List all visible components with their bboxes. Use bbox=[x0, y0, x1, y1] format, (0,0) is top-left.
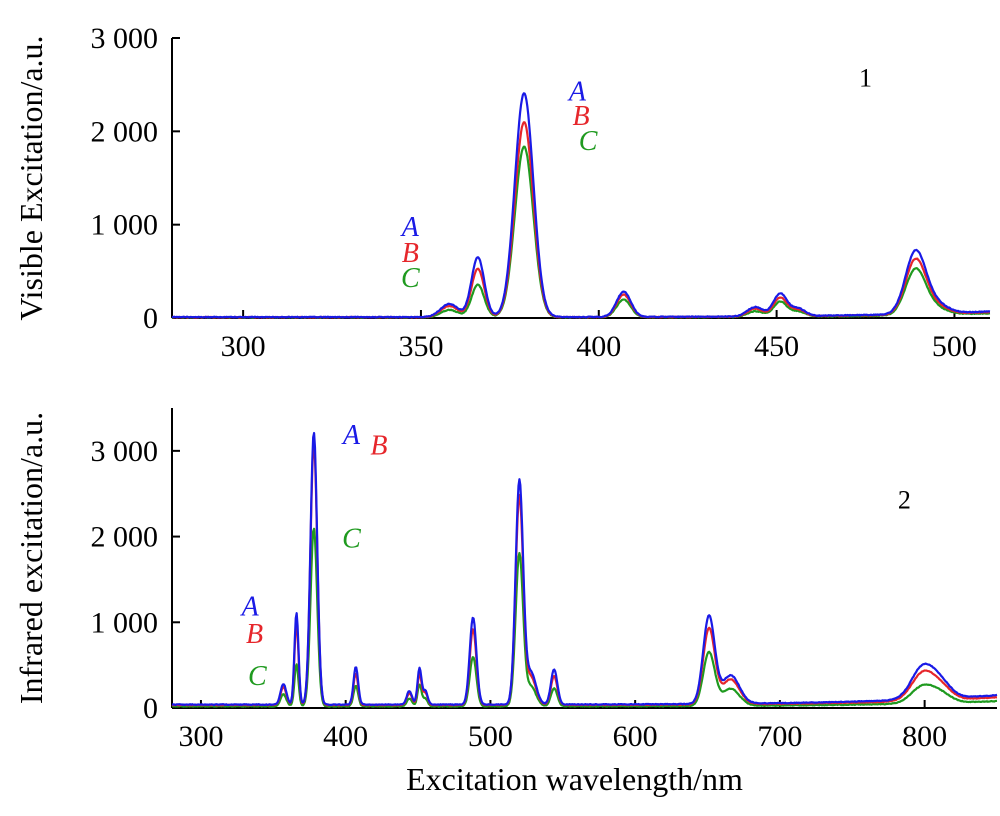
x-axis-title: Excitation wavelength/nm bbox=[406, 761, 743, 797]
x-tick-label: 800 bbox=[902, 720, 947, 753]
series-label-a: A bbox=[341, 420, 361, 451]
series-label-a: A bbox=[400, 212, 420, 243]
x-tick-label: 400 bbox=[576, 330, 621, 363]
panel-infrared-excitation: 0 1 000 2 000 3 000 300 400 500 600 700 800 Infrar… bbox=[13, 408, 998, 797]
series-label-b: B bbox=[370, 430, 387, 461]
y-axis-title: Visible Excitation/a.u. bbox=[13, 35, 49, 320]
x-tick-label: 450 bbox=[754, 330, 799, 363]
series-label-a: A bbox=[240, 591, 260, 622]
panel-visible-excitation: 0 1 000 2 000 3 000 300 350 400 450 500 Visible E… bbox=[13, 22, 991, 363]
y-tick-label: 2 000 bbox=[91, 521, 159, 554]
y-tick-label: 2 000 bbox=[91, 115, 159, 148]
series-label-c: C bbox=[401, 263, 420, 294]
series-label-b: B bbox=[402, 238, 419, 269]
series-label-c: C bbox=[248, 661, 267, 692]
x-tick-label: 700 bbox=[757, 720, 802, 753]
series-line-c bbox=[171, 145, 991, 319]
panel-number-label: 2 bbox=[898, 485, 911, 514]
y-tick-label: 3 000 bbox=[91, 22, 159, 55]
x-tick-label: 300 bbox=[178, 720, 223, 753]
series-label-b: B bbox=[572, 101, 589, 132]
y-tick-label: 1 000 bbox=[91, 606, 159, 639]
y-tick-label: 0 bbox=[143, 692, 158, 725]
series-label-b: B bbox=[246, 619, 263, 650]
x-tick-label: 350 bbox=[398, 330, 443, 363]
x-tick-label: 500 bbox=[468, 720, 513, 753]
y-tick-label: 3 000 bbox=[91, 435, 159, 468]
panel-number-label: 1 bbox=[859, 64, 872, 93]
x-tick-label: 500 bbox=[932, 330, 977, 363]
x-tick-label: 300 bbox=[221, 330, 266, 363]
x-tick-label: 600 bbox=[613, 720, 658, 753]
series-label-c: C bbox=[342, 524, 361, 555]
y-axis-title: Infrared excitation/a.u. bbox=[13, 412, 49, 704]
series-line-a bbox=[171, 92, 991, 319]
series-line-a bbox=[171, 431, 998, 707]
x-tick-label: 400 bbox=[323, 720, 368, 753]
y-tick-label: 1 000 bbox=[91, 209, 159, 242]
series-label-a: A bbox=[567, 77, 587, 108]
y-tick-label: 0 bbox=[143, 302, 158, 335]
series-label-c: C bbox=[579, 126, 598, 157]
